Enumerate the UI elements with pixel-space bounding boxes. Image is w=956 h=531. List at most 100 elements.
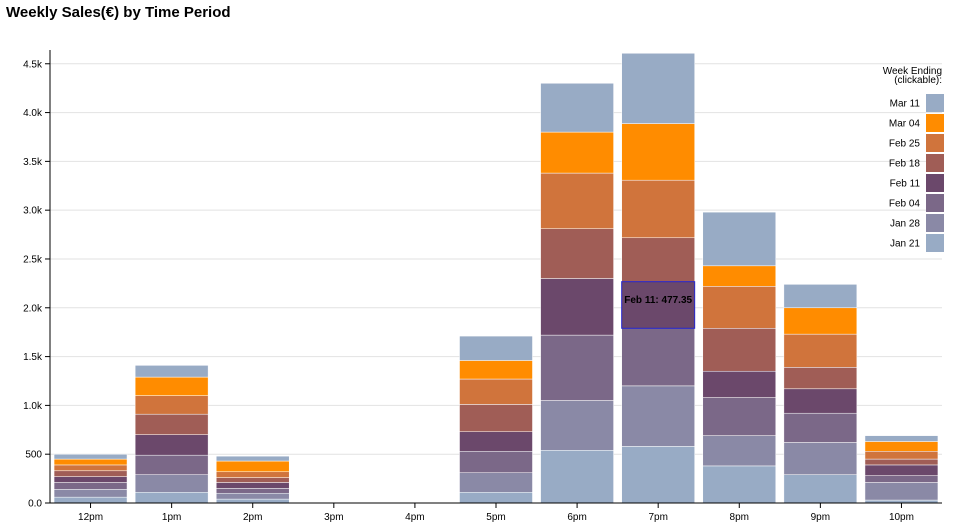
- bar-segment[interactable]: [783, 367, 858, 390]
- legend-item[interactable]: Feb 18: [889, 154, 944, 172]
- bar-segment[interactable]: [864, 464, 939, 476]
- bar-segment[interactable]: [621, 237, 695, 282]
- bar-segment[interactable]: [702, 435, 777, 467]
- x-tick-label: 10pm: [889, 512, 914, 523]
- bar-segment[interactable]: [864, 482, 939, 501]
- bar-segment[interactable]: [621, 328, 695, 387]
- bar-segment[interactable]: [53, 464, 128, 472]
- bar-segment[interactable]: [702, 286, 777, 329]
- bar-segment[interactable]: [702, 265, 777, 287]
- legend-swatch[interactable]: [926, 154, 944, 172]
- bar-segment[interactable]: [215, 455, 290, 462]
- legend-item[interactable]: Jan 21: [890, 234, 944, 252]
- bar-segment[interactable]: [783, 284, 858, 309]
- legend-item[interactable]: Jan 28: [890, 214, 944, 232]
- legend-swatch[interactable]: [926, 94, 944, 112]
- bar-segment[interactable]: [621, 179, 695, 239]
- bar-segment[interactable]: [134, 376, 209, 396]
- bar-segment[interactable]: [621, 385, 695, 447]
- bar-segment[interactable]: [783, 412, 858, 443]
- bar-segment[interactable]: [864, 458, 939, 466]
- legend: Week Ending(clickable): Mar 11 Mar 04 Feb 2…: [883, 66, 944, 252]
- bar-segment[interactable]: [540, 172, 614, 229]
- bar-segment[interactable]: [540, 278, 614, 336]
- legend-swatch[interactable]: [926, 174, 944, 192]
- bar-segment[interactable]: [215, 471, 290, 478]
- bar-segment[interactable]: [783, 442, 858, 475]
- bar-segment[interactable]: [702, 211, 777, 267]
- bar-segment[interactable]: [459, 360, 533, 380]
- bar-segment[interactable]: [215, 477, 290, 483]
- bar-segment[interactable]: [702, 465, 777, 504]
- bar-segment[interactable]: [864, 441, 939, 452]
- bar-segment[interactable]: [540, 450, 614, 504]
- y-axis: 0.0 500 1.0k 1.5k 2.0k 2.5k 3.0k 3.5k 4.0k 4.5k: [23, 50, 51, 510]
- bar-segment[interactable]: [864, 451, 939, 460]
- legend-item[interactable]: Feb 04: [889, 194, 944, 212]
- x-tick-label: 5pm: [486, 512, 505, 523]
- bar-segment[interactable]: [459, 335, 533, 361]
- bar-segment[interactable]: [134, 365, 209, 378]
- bar-segment[interactable]: [134, 413, 209, 435]
- bar-segment[interactable]: [864, 475, 939, 483]
- bar-segment[interactable]: [459, 431, 533, 452]
- bar-segment[interactable]: [702, 328, 777, 372]
- legend-swatch[interactable]: [926, 114, 944, 132]
- bar-segment[interactable]: [621, 446, 695, 504]
- bar-segment[interactable]: [540, 334, 614, 401]
- bar-segment[interactable]: [783, 333, 858, 368]
- bar-segment[interactable]: [702, 370, 777, 398]
- bar-segment[interactable]: [459, 472, 533, 493]
- bar-segment[interactable]: [540, 400, 614, 451]
- legend-item[interactable]: Mar 11: [890, 94, 944, 112]
- legend-swatch[interactable]: [926, 234, 944, 252]
- legend-item[interactable]: Mar 04: [889, 114, 944, 132]
- legend-label[interactable]: Feb 25: [889, 139, 921, 150]
- bar-segment[interactable]: [215, 492, 290, 500]
- bar-segment[interactable]: [134, 474, 209, 493]
- legend-swatch[interactable]: [926, 214, 944, 232]
- bar-segment[interactable]: [621, 53, 695, 124]
- legend-label[interactable]: Mar 11: [890, 99, 921, 110]
- bar-segment[interactable]: [53, 496, 128, 504]
- bar-segment[interactable]: [702, 397, 777, 436]
- bar-segment[interactable]: [134, 492, 209, 504]
- bar-segment[interactable]: [783, 307, 858, 335]
- bar-segment[interactable]: [134, 434, 209, 456]
- legend-label[interactable]: Mar 04: [889, 119, 921, 130]
- bar-segment[interactable]: [621, 123, 695, 181]
- legend-title: (clickable):: [894, 75, 942, 86]
- legend-label[interactable]: Feb 11: [890, 179, 921, 190]
- bar-segment[interactable]: [540, 228, 614, 279]
- bar-segment[interactable]: [783, 474, 858, 504]
- bar-segment[interactable]: [53, 458, 128, 466]
- bar-segment[interactable]: [134, 395, 209, 415]
- legend-swatch[interactable]: [926, 194, 944, 212]
- bar-segment[interactable]: [783, 388, 858, 414]
- legend-label[interactable]: Jan 28: [890, 219, 920, 230]
- bar-segment[interactable]: [53, 453, 128, 460]
- bar-segment[interactable]: [459, 492, 533, 504]
- bar-segment[interactable]: [540, 131, 614, 174]
- bar-segment[interactable]: [215, 488, 290, 494]
- bar-segment[interactable]: [134, 454, 209, 475]
- bar-segment[interactable]: [459, 451, 533, 473]
- bar-segment[interactable]: [215, 460, 290, 473]
- bar-segment[interactable]: [53, 489, 128, 498]
- bar-segment[interactable]: [53, 470, 128, 477]
- bar-segment[interactable]: [540, 83, 614, 133]
- legend-swatch[interactable]: [926, 134, 944, 152]
- bar-segment[interactable]: [215, 482, 290, 489]
- bar-segment[interactable]: [459, 404, 533, 432]
- legend-item[interactable]: Feb 25: [889, 134, 944, 152]
- legend-item[interactable]: Feb 11: [890, 174, 944, 192]
- legend-label[interactable]: Feb 18: [889, 159, 921, 170]
- bar-segment[interactable]: [53, 476, 128, 483]
- bar-segment[interactable]: [864, 435, 939, 442]
- bar-segment[interactable]: [215, 498, 290, 504]
- legend-label[interactable]: Jan 21: [890, 239, 920, 250]
- bar-segment[interactable]: [459, 378, 533, 405]
- bar-segment[interactable]: [621, 281, 695, 329]
- bar-segment[interactable]: [53, 482, 128, 490]
- legend-label[interactable]: Feb 04: [889, 199, 921, 210]
